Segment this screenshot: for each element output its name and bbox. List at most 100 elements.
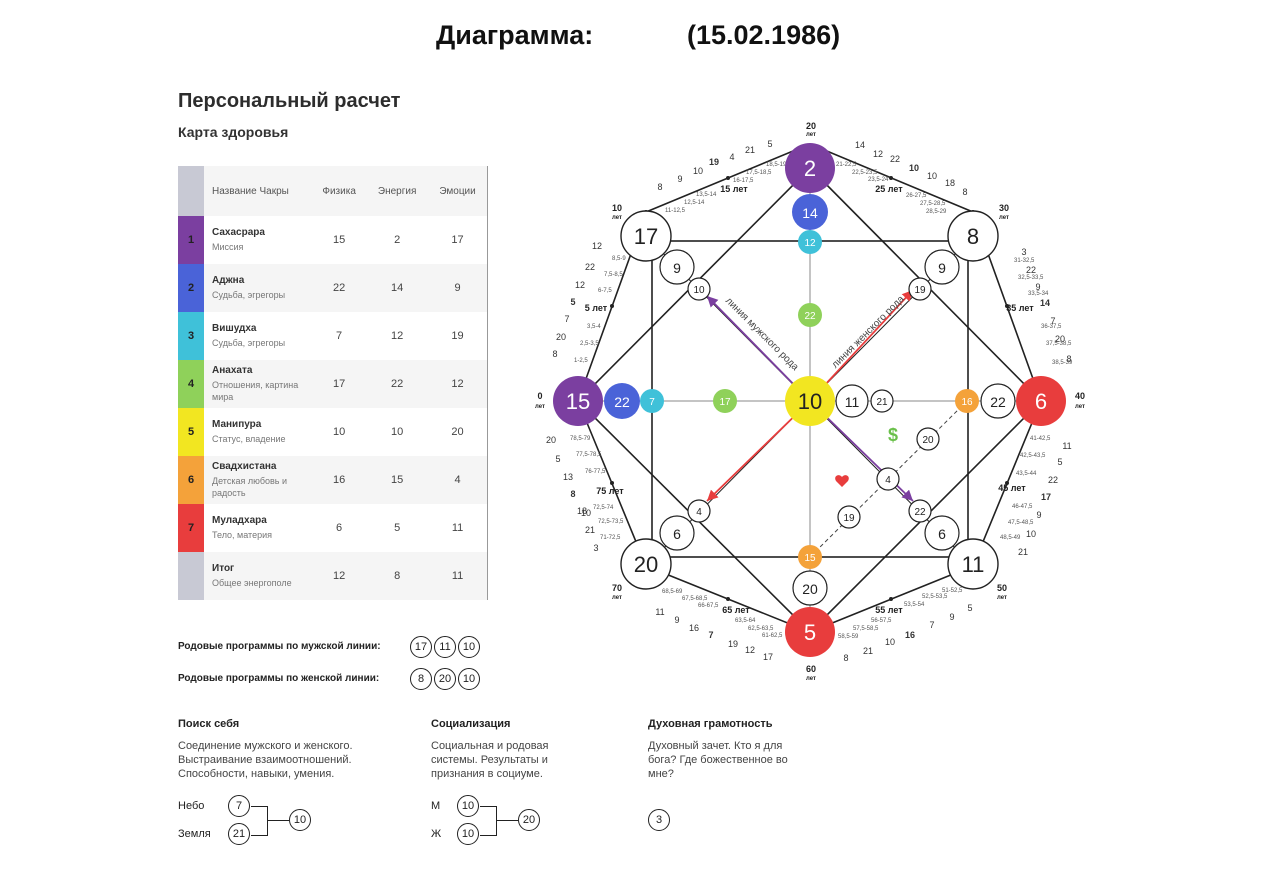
outer-number: 7: [708, 630, 713, 640]
range-label: 48,5-49: [1000, 535, 1021, 541]
chakra-name: Манипура: [212, 419, 262, 430]
range-label: 51-52,5: [942, 588, 963, 594]
center-right2-value: 21: [876, 397, 888, 408]
age-label: 0: [537, 391, 542, 401]
tl-med-value: 9: [673, 260, 681, 276]
outer-number: 7: [564, 314, 569, 324]
outer-number: 18: [577, 506, 587, 516]
tl-big-value: 17: [634, 224, 658, 249]
outer-number: 9: [1036, 510, 1041, 520]
section-heading: Персональный расчет: [178, 90, 401, 112]
cell-physics: 6: [336, 522, 343, 534]
outer-number: 7: [1050, 316, 1055, 326]
outer-number: 21: [863, 646, 873, 656]
outer-number: 8: [657, 182, 662, 192]
top-inner2-node: [798, 230, 822, 254]
outer-number: 21: [1018, 547, 1028, 557]
outer-number: 18: [945, 178, 955, 188]
age-label: 10: [612, 203, 622, 213]
outer-number: 12: [745, 645, 755, 655]
age-label: 50: [997, 583, 1007, 593]
cell-physics: 12: [312, 552, 367, 600]
outer-number: 14: [855, 140, 865, 150]
range-label: 36-37,5: [1041, 324, 1062, 330]
table-row-total: Итог Общее энергополе 12 8 11: [178, 552, 488, 600]
age-years: лет: [612, 595, 622, 601]
chakra-sub: Судьба, эгрегоры: [212, 290, 286, 300]
age-label: 35 лет: [1006, 303, 1034, 313]
outer-number: 8: [570, 489, 575, 499]
cell-energy: 12: [391, 330, 404, 342]
self-bracket-tick: [267, 820, 289, 821]
heart-icon: [835, 475, 849, 487]
center-right2-node: [870, 389, 894, 413]
outer-number: 17: [1041, 492, 1051, 502]
female-program-circle: 10: [458, 668, 480, 690]
range-label: 33,5-34: [1028, 291, 1049, 297]
range-label: 17,5-18,5: [746, 170, 772, 176]
chakra-name: Муладхара: [212, 515, 267, 526]
range-label: 68,5-69: [662, 589, 683, 595]
outer-number: 10: [581, 508, 591, 518]
female-line-arrow: [809, 289, 914, 402]
bottom-main-value: 5: [804, 620, 816, 645]
range-label: 8,5-9: [612, 256, 626, 262]
range-label: 46-47,5: [1012, 504, 1033, 510]
range-label: 3,5-4: [587, 324, 601, 330]
title-label: Диаграмма:: [436, 20, 594, 50]
row-name-cell: Свадхистана Детская любовь и радость: [204, 456, 312, 504]
table-header-row: Название Чакры Физика Энергия Эмоции: [178, 166, 488, 216]
left-inner-value: 22: [614, 394, 630, 410]
range-label: 11-12,5: [665, 208, 686, 214]
table-row: 7 Муладхара Тело, материя 6 5 11: [178, 504, 488, 552]
center-right1-node: [835, 384, 869, 418]
cell-physics: 7: [336, 330, 343, 342]
outer-number: 5: [570, 297, 575, 307]
row-name-cell: Муладхара Тело, материя: [204, 504, 312, 552]
outer-number: 5: [967, 603, 972, 613]
range-label: 66-67,5: [698, 603, 719, 609]
outer-number: 13: [563, 472, 573, 482]
age-years: лет: [1075, 404, 1085, 410]
table-row: 3 Вишудха Судьба, эгрегоры 7 12 19: [178, 312, 488, 360]
outer-number: 16: [905, 630, 915, 640]
outer-number: 21: [585, 525, 595, 535]
male-program-circle: 11: [434, 636, 456, 658]
cell-physics: 15: [332, 234, 346, 246]
range-label: 23,5-24: [868, 177, 889, 183]
outer-number: 22: [890, 154, 900, 164]
male-programs-label: Родовые программы по мужской линии:: [178, 641, 381, 652]
row-name-cell: Сахасрара Миссия: [204, 216, 312, 264]
outer-number: 8: [1066, 354, 1071, 364]
cell-emotions: 19: [451, 330, 464, 342]
chakra-name: Сахасрара: [212, 227, 265, 238]
female-label: Ж: [431, 828, 442, 840]
outer-number: 21: [745, 145, 755, 155]
chakra-table: Название Чакры Физика Энергия Эмоции 1 С…: [178, 166, 488, 600]
self-result-circle: 10: [289, 809, 311, 831]
cell-physics: 16: [312, 456, 367, 504]
br-small-value: 22: [914, 507, 926, 518]
table-row: 1 Сахасрара Миссия 15 2 17: [178, 216, 488, 264]
female-circle: 10: [457, 823, 479, 845]
cell-energy: 22: [366, 360, 429, 408]
male-program-circle: 10: [458, 636, 480, 658]
range-label: 63,5-64: [735, 618, 756, 624]
tl-small-node: [687, 277, 711, 301]
table-row: 5 Манипура Статус, владение 10 10 20: [178, 408, 488, 456]
cell-emotions: 4: [428, 456, 488, 504]
range-label: 78,5-79: [570, 436, 591, 442]
range-label: 2,5-3,5: [580, 341, 599, 347]
row-number: 2: [178, 264, 204, 312]
love-value: 19: [843, 513, 855, 524]
male-line-label: линия мужского рода: [723, 295, 801, 373]
br-big-value: 11: [962, 552, 985, 577]
section-subheading: Карта здоровья: [178, 124, 289, 140]
right-main-node: [1016, 376, 1066, 426]
chakra-name: Анахата: [212, 365, 253, 376]
cell-energy: 15: [366, 456, 429, 504]
tr-med-value: 9: [938, 260, 946, 276]
outer-number: 9: [949, 612, 954, 622]
outer-number: 10: [885, 637, 895, 647]
